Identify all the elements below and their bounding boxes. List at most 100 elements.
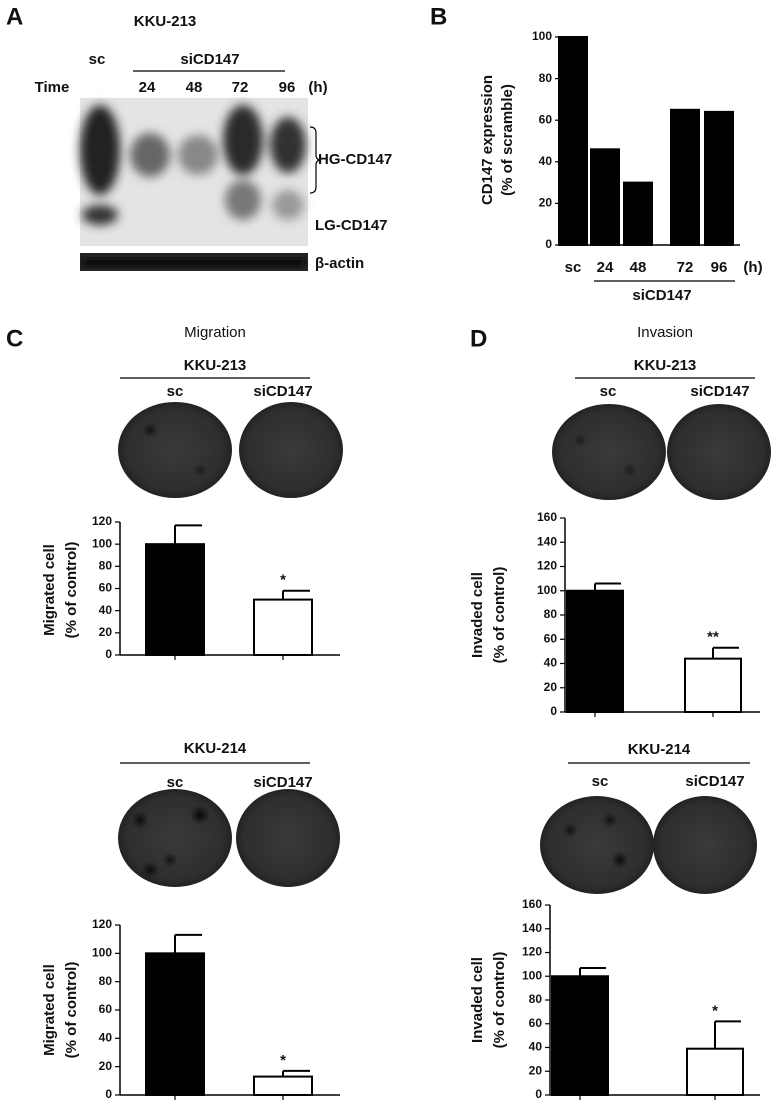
category-label: sc: [592, 773, 609, 790]
y-tick-label: 120: [537, 559, 557, 573]
y-tick-label: 120: [522, 945, 542, 959]
y-axis-label: (% of scramble): [499, 84, 516, 196]
category-label: sc: [600, 383, 617, 400]
y-tick-label: 80: [529, 992, 543, 1006]
significance: *: [280, 572, 286, 589]
significance: *: [280, 1052, 286, 1069]
y-axis-label: (% of control): [491, 952, 508, 1049]
panel-letter: C: [6, 325, 23, 352]
band-label: HG-CD147: [318, 151, 392, 168]
y-tick-label: 140: [522, 921, 542, 935]
y-tick-label: 40: [544, 656, 558, 670]
category-label: siCD147: [253, 774, 312, 791]
significance: **: [707, 629, 719, 646]
time: 48: [186, 79, 203, 96]
category-label: 48: [630, 259, 647, 276]
category-label: siCD147: [690, 383, 749, 400]
blot: [80, 98, 308, 271]
y-tick-label: 140: [537, 534, 557, 548]
category-label: sc: [167, 774, 184, 791]
y-tick-label: 100: [92, 536, 112, 550]
band-label: β-actin: [315, 255, 364, 272]
bar: [551, 975, 609, 1096]
bar: [145, 952, 205, 1096]
bar: [145, 543, 205, 657]
y-tick-label: 20: [99, 625, 113, 639]
y-axis-label: (% of control): [63, 542, 80, 639]
y-tick-label: 100: [522, 968, 542, 982]
y-tick-label: 20: [539, 196, 553, 210]
lane-label: sc: [89, 51, 106, 68]
y-tick-label: 60: [99, 1002, 113, 1016]
y-axis-label: Invaded cell: [469, 957, 486, 1043]
y-tick-label: 100: [532, 29, 552, 43]
y-tick-label: 80: [539, 71, 553, 85]
time: 72: [232, 79, 249, 96]
category-label: siCD147: [685, 773, 744, 790]
time-label: Time: [35, 79, 70, 96]
y-tick-label: 0: [535, 1087, 542, 1101]
panel-letter: A: [6, 3, 23, 30]
bar: [704, 110, 734, 246]
cell-line: KKU-214: [184, 740, 247, 757]
y-tick-label: 60: [99, 581, 113, 595]
panel-letter: D: [470, 325, 487, 352]
y-tick-label: 100: [537, 583, 557, 597]
lane-label: siCD147: [180, 51, 239, 68]
y-tick-label: 0: [105, 647, 112, 661]
bar: [684, 657, 742, 714]
category-label: sc: [565, 259, 582, 276]
bar: [558, 36, 588, 246]
bar: [686, 1047, 744, 1096]
significance: *: [712, 1002, 718, 1019]
panel-letter: B: [430, 3, 447, 30]
y-tick-label: 40: [99, 1031, 113, 1045]
bar: [566, 589, 624, 713]
time: 96: [279, 79, 296, 96]
bar: [623, 181, 653, 247]
y-tick-label: 120: [92, 917, 112, 931]
y-tick-label: 60: [529, 1016, 543, 1030]
y-tick-label: 40: [539, 154, 553, 168]
y-tick-label: 80: [99, 559, 113, 573]
y-tick-label: 40: [529, 1040, 543, 1054]
y-tick-label: 120: [92, 514, 112, 528]
bar: [670, 108, 700, 246]
y-tick-label: 0: [105, 1087, 112, 1101]
y-axis-label: (% of control): [491, 567, 508, 664]
unit: (h): [308, 79, 327, 96]
y-tick-label: 80: [99, 974, 113, 988]
y-tick-label: 100: [92, 946, 112, 960]
bracket: [309, 126, 322, 194]
cell-line: KKU-213: [634, 357, 697, 374]
y-tick-label: 20: [544, 680, 558, 694]
y-tick-label: 20: [529, 1063, 543, 1077]
bar: [590, 148, 620, 247]
bar: [253, 598, 313, 656]
category-label: siCD147: [253, 383, 312, 400]
group-label: siCD147: [632, 287, 691, 304]
column-title: Migration: [184, 324, 246, 341]
y-axis-label: Migrated cell: [41, 544, 58, 636]
y-tick-label: 160: [537, 510, 557, 524]
y-tick-label: 20: [99, 1059, 113, 1073]
time: 24: [139, 79, 156, 96]
cell-line: KKU-214: [628, 741, 691, 758]
unit: (h): [743, 259, 762, 276]
category-label: 72: [677, 259, 694, 276]
bar: [253, 1075, 313, 1097]
wells: [118, 402, 771, 894]
category-label: 96: [711, 259, 728, 276]
y-axis-label: CD147 expression: [479, 75, 496, 205]
cell-line: KKU-213: [184, 357, 247, 374]
y-axis-label: (% of control): [63, 962, 80, 1059]
y-tick-label: 40: [99, 603, 113, 617]
y-axis-label: Migrated cell: [41, 964, 58, 1056]
y-tick-label: 60: [544, 631, 558, 645]
column-title: Invasion: [637, 324, 693, 341]
y-tick-label: 160: [522, 897, 542, 911]
y-tick-label: 0: [545, 237, 552, 251]
band-label: LG-CD147: [315, 217, 388, 234]
y-tick-label: 0: [550, 704, 557, 718]
